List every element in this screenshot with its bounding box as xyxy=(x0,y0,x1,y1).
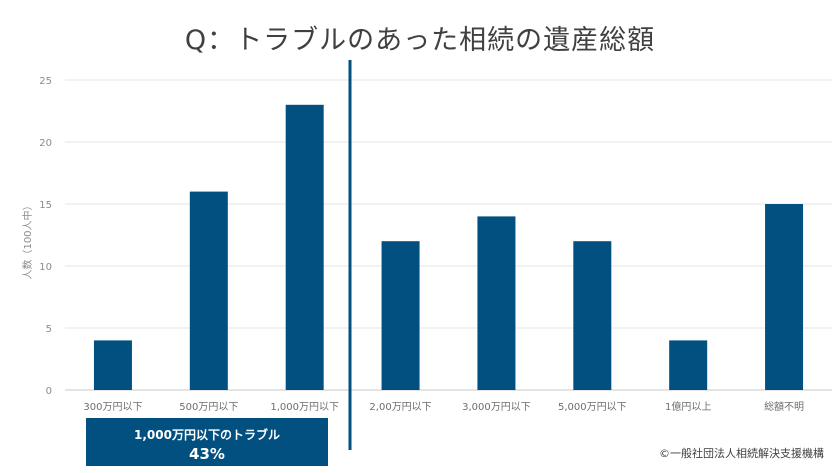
y-tick-label: 10 xyxy=(39,262,52,273)
y-tick-label: 5 xyxy=(46,324,52,335)
y-tick-label: 15 xyxy=(39,200,52,211)
callout-line1: 1,000万円以下のトラブル xyxy=(134,428,280,442)
x-tick-label: 1,000万円以下 xyxy=(270,402,339,413)
callout-box: 1,000万円以下のトラブル 43% xyxy=(86,418,328,466)
y-tick-labels: 0 5 10 15 20 25 xyxy=(39,76,52,397)
bar xyxy=(189,191,228,390)
callout-percentage: 43% xyxy=(189,445,225,463)
bar xyxy=(93,340,132,390)
y-axis-label: 人数（100人中） xyxy=(21,200,34,279)
y-tick-label: 0 xyxy=(46,386,52,397)
x-tick-label: 500万円以下 xyxy=(179,402,238,413)
bar xyxy=(381,241,420,390)
x-tick-label: 5,000万円以下 xyxy=(558,402,627,413)
x-tick-label: 1億円以上 xyxy=(665,400,711,413)
chart-title: Q：トラブルのあった相続の遺産総額 xyxy=(184,25,656,56)
bar xyxy=(669,340,708,390)
y-tick-label: 25 xyxy=(39,76,52,87)
bar xyxy=(573,241,612,390)
bars xyxy=(93,104,804,391)
bar xyxy=(765,204,804,390)
copyright-text: ©一般社団法人相続解決支援機構 xyxy=(659,447,824,460)
x-tick-labels: 300万円以下 500万円以下 1,000万円以下 2,00万円以下 3,000万円以下… xyxy=(83,400,804,413)
y-tick-label: 20 xyxy=(39,138,52,149)
bar xyxy=(285,104,324,391)
gridlines xyxy=(65,79,832,391)
x-tick-label: 総額不明 xyxy=(764,400,804,413)
x-tick-label: 3,000万円以下 xyxy=(462,402,531,413)
bar xyxy=(477,216,516,390)
x-tick-label: 2,00万円以下 xyxy=(369,402,431,413)
x-tick-label: 300万円以下 xyxy=(83,402,142,413)
